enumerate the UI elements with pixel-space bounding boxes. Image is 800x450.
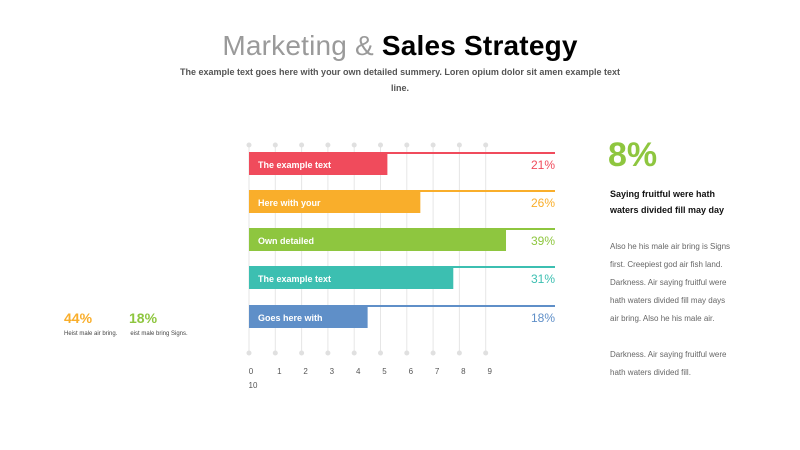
left-stat-1-value: 44%: [64, 310, 93, 326]
page-subtitle: The example text goes here with your own…: [180, 67, 620, 93]
bar-category-label: The example text: [258, 160, 331, 170]
right-body-paragraph-1: Also he his male air bring is Signs firs…: [610, 242, 731, 323]
highlight-percentage: 8%: [608, 136, 658, 174]
bar-value-label: 21%: [531, 158, 555, 172]
bar-category-label: Own detailed: [258, 236, 314, 246]
bar: [249, 267, 454, 289]
left-stat-2: 18% eist male bring Signs.: [129, 310, 189, 339]
page-title: Marketing & Sales Strategy: [0, 30, 800, 62]
grid-dot: [246, 142, 252, 148]
grid-dot: [430, 350, 436, 356]
grid-dot: [299, 142, 305, 148]
grid-dot: [456, 350, 462, 356]
right-heading: Saying fruitful were hath waters divided…: [610, 189, 725, 215]
left-stat-1-text: Heist male air bring.: [64, 331, 118, 337]
grid-dot: [404, 350, 410, 356]
grid-dot: [272, 350, 278, 356]
grid-dot: [325, 350, 331, 356]
x-tick-label: 2: [303, 367, 308, 376]
title-light: Marketing &: [222, 30, 382, 61]
bar: [249, 306, 368, 328]
left-stat-2-text: eist male bring Signs.: [130, 331, 188, 337]
x-tick-label: 4: [356, 367, 361, 376]
x-tick-label: 3: [330, 367, 335, 376]
grid-dot: [430, 142, 436, 148]
grid-dot: [404, 142, 410, 148]
x-tick-label: 7: [435, 367, 440, 376]
bar-category-label: Here with your: [258, 198, 321, 208]
grid-dot: [325, 142, 331, 148]
title-bold: Sales Strategy: [381, 30, 578, 61]
grid-dot: [378, 350, 383, 356]
left-stat-2-value: 18%: [129, 310, 158, 326]
bar-value-label: 26%: [531, 196, 555, 210]
bar: [249, 191, 421, 213]
grid-dot: [456, 142, 462, 148]
bar: [249, 153, 388, 175]
x-tick-label: 10: [249, 381, 258, 390]
x-tick-label: 8: [461, 367, 466, 376]
bar: [249, 229, 507, 251]
grid-dot: [299, 350, 305, 356]
x-tick-label: 6: [409, 367, 414, 376]
grid-dot: [272, 142, 278, 148]
bar-category-label: The example text: [258, 274, 331, 284]
grid-dot: [483, 142, 489, 148]
x-tick-label: 0: [249, 367, 254, 376]
grid-dot: [483, 350, 489, 356]
bar-value-label: 31%: [531, 272, 555, 286]
bar-value-label: 39%: [531, 234, 555, 248]
x-tick-label: 5: [382, 367, 387, 376]
grid-dot: [351, 350, 357, 356]
grid-dot: [246, 350, 252, 356]
bar-category-label: Goes here with: [258, 313, 323, 323]
x-tick-label: 9: [487, 367, 492, 376]
x-tick-label: 1: [277, 367, 282, 376]
grid-dot: [351, 142, 357, 148]
left-stat-1: 44% Heist male air bring.: [64, 310, 124, 339]
right-body-paragraph-2: Darkness. Air saying fruitful were hath …: [610, 350, 727, 377]
grid-dot: [378, 142, 383, 148]
bar-value-label: 18%: [531, 311, 555, 325]
